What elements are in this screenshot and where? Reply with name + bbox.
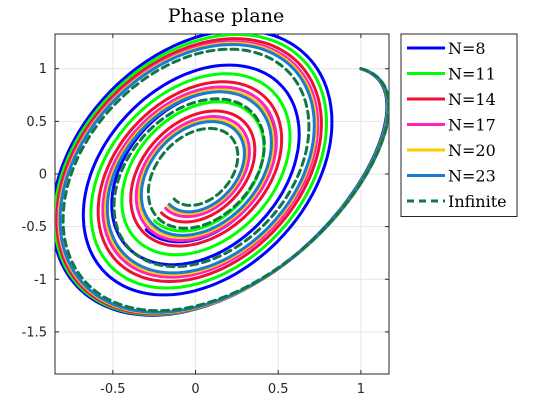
y-tick-label: 0 — [39, 168, 47, 183]
series-lines — [55, 34, 389, 317]
legend-label: Infinite — [448, 192, 507, 211]
axis-ticks: -0.5 0 0.5 1 -1.5 -1 -0.5 0 0.5 1 — [22, 34, 389, 397]
series-line-infinite — [61, 47, 389, 313]
y-tick-label: 1 — [39, 62, 47, 77]
x-tick-label: 0.5 — [268, 382, 289, 397]
y-tick-label: -1.5 — [22, 325, 47, 340]
legend-label: N=23 — [448, 167, 496, 186]
legend: N=8 N=11 N=14 N=17 N=20 N=23 Infinite — [400, 33, 518, 217]
legend-label: N=8 — [448, 39, 486, 58]
series-line-n-11 — [55, 34, 389, 316]
y-tick-label: -0.5 — [22, 220, 47, 235]
y-tick-label: -1 — [34, 273, 47, 288]
series-line-n-23 — [58, 43, 389, 314]
legend-label: N=17 — [448, 116, 496, 135]
x-tick-label: 1 — [357, 382, 365, 397]
legend-label: N=20 — [448, 141, 496, 160]
legend-label: N=11 — [448, 65, 496, 84]
x-tick-label: 0 — [191, 382, 199, 397]
legend-label: N=14 — [448, 90, 496, 109]
x-tick-label: -0.5 — [100, 382, 125, 397]
chart-title: Phase plane — [168, 5, 284, 27]
series-line-n-14 — [55, 37, 389, 316]
y-tick-label: 0.5 — [26, 115, 47, 130]
